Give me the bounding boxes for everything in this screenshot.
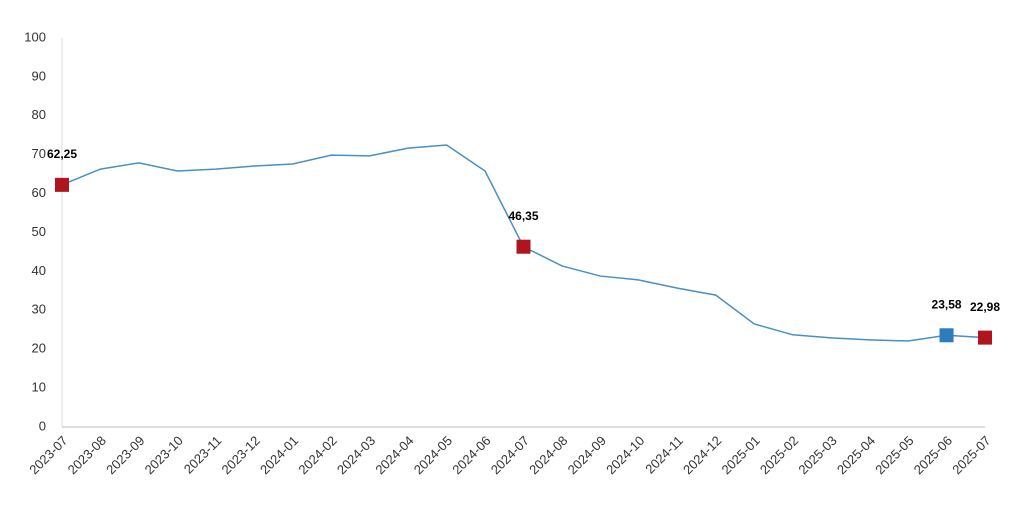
y-tick-label: 0 — [39, 418, 46, 433]
x-tick-label: 2025-03 — [795, 433, 839, 477]
y-tick-label: 10 — [32, 380, 46, 395]
y-tick-label: 100 — [24, 29, 46, 44]
value-label: 46,35 — [508, 209, 538, 223]
x-tick-label: 2023-07 — [26, 433, 70, 477]
marker — [978, 330, 992, 345]
y-tick-label: 90 — [32, 68, 46, 83]
x-tick-label: 2023-08 — [65, 433, 109, 477]
marker — [939, 328, 954, 343]
x-tick-label: 2023-10 — [142, 433, 186, 477]
marker — [516, 239, 531, 254]
y-tick-label: 20 — [32, 341, 46, 356]
marker — [55, 177, 69, 192]
y-tick-label: 70 — [32, 146, 46, 161]
x-tick-label: 2025-07 — [949, 433, 993, 477]
x-tick-label: 2023-09 — [103, 433, 147, 477]
x-tick-label: 2024-04 — [372, 433, 416, 477]
x-tick-label: 2024-08 — [526, 433, 570, 477]
x-tick-label: 2025-01 — [718, 433, 762, 477]
x-tick-label: 2024-01 — [257, 433, 301, 477]
x-tick-label: 2024-02 — [295, 433, 339, 477]
x-tick-label: 2023-12 — [218, 433, 262, 477]
x-tick-label: 2024-12 — [680, 433, 724, 477]
x-tick-label: 2024-06 — [449, 433, 493, 477]
x-tick-label: 2025-06 — [911, 433, 955, 477]
value-label: 23,58 — [932, 297, 962, 311]
x-tick-label: 2024-05 — [411, 433, 455, 477]
x-tick-label: 2024-10 — [603, 433, 647, 477]
x-tick-label: 2024-09 — [565, 433, 609, 477]
x-tick-label: 2025-02 — [757, 433, 801, 477]
y-tick-label: 50 — [32, 224, 46, 239]
y-tick-label: 60 — [32, 185, 46, 200]
x-tick-label: 2025-05 — [872, 433, 916, 477]
y-tick-label: 40 — [32, 263, 46, 278]
y-tick-label: 80 — [32, 107, 46, 122]
value-label: 62,25 — [47, 147, 77, 161]
x-tick-label: 2024-03 — [334, 433, 378, 477]
value-label: 22,98 — [970, 300, 1000, 314]
y-tick-label: 30 — [32, 302, 46, 317]
x-tick-label: 2024-07 — [488, 433, 532, 477]
x-tick-label: 2023-11 — [181, 433, 225, 477]
x-tick-label: 2024-11 — [642, 433, 686, 477]
x-tick-label: 2025-04 — [834, 433, 878, 477]
